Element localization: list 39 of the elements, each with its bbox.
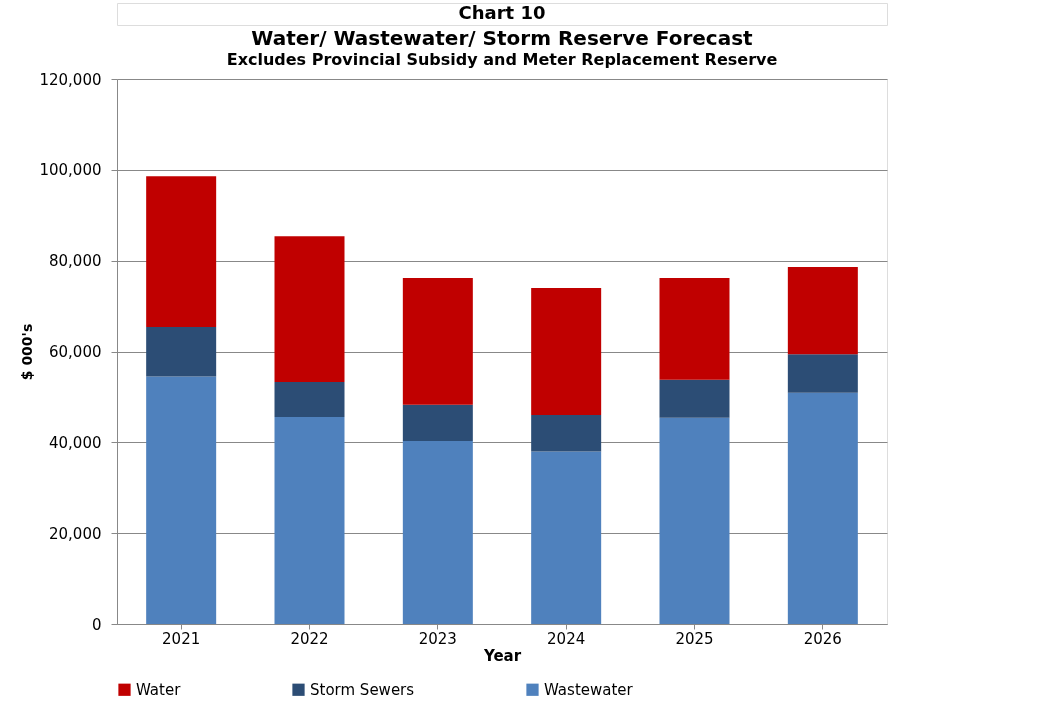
bar <box>787 392 858 624</box>
x-tick-label: 2025 <box>675 629 714 648</box>
bar <box>402 404 473 441</box>
legend-label: Water <box>136 680 182 699</box>
bar <box>531 451 602 624</box>
y-tick-label: 60,000 <box>49 343 102 361</box>
legend-label: Storm Sewers <box>310 680 415 699</box>
bar <box>146 376 217 624</box>
chart-title: Water/ Wastewater/ Storm Reserve Forecast <box>251 26 754 50</box>
bar <box>274 416 345 624</box>
x-tick-label: 2023 <box>418 629 457 648</box>
y-tick-label: 120,000 <box>39 70 102 89</box>
bar <box>274 236 345 382</box>
x-tick-label: 2026 <box>803 629 842 648</box>
bar <box>659 417 730 624</box>
y-tick-label: 0 <box>91 615 102 634</box>
legend-label: Wastewater <box>544 680 634 699</box>
bar <box>146 176 217 327</box>
y-tick-label: 40,000 <box>49 433 102 452</box>
caption: Chart 10 <box>458 2 546 23</box>
bar <box>787 267 858 355</box>
x-tick-label: 2021 <box>162 629 201 648</box>
y-tick-label: 80,000 <box>49 252 102 271</box>
bar <box>146 326 217 377</box>
bar <box>531 415 602 452</box>
bar <box>659 277 730 380</box>
x-axis-title: Year <box>482 646 522 665</box>
bar <box>402 277 473 405</box>
x-tick-label: 2024 <box>547 629 586 648</box>
chart-subtitle: Excludes Provincial Subsidy and Meter Replacement Reserve <box>226 50 778 69</box>
bar <box>274 381 345 417</box>
x-tick-label: 2022 <box>290 629 329 648</box>
bar <box>531 287 602 416</box>
bar <box>402 440 473 624</box>
bar <box>787 354 858 393</box>
y-tick-label: 100,000 <box>39 161 102 180</box>
y-tick-label: 20,000 <box>49 524 102 543</box>
y-axis-title: $ 000's <box>19 323 36 381</box>
bar <box>659 379 730 418</box>
